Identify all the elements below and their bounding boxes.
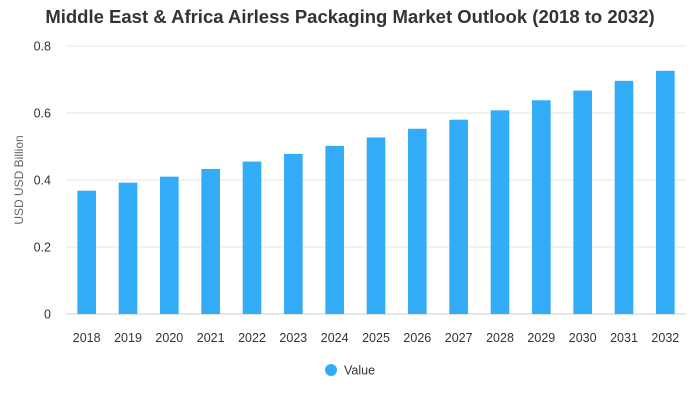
x-tick-label: 2031 [610,331,638,345]
x-tick-label: 2018 [73,331,101,345]
bar-2029[interactable] [532,100,551,315]
y-tick-label: 0.6 [34,107,51,121]
legend-swatch [325,364,337,376]
x-tick-label: 2023 [279,331,307,345]
bar-2028[interactable] [490,110,510,314]
bar-2027[interactable] [449,119,468,314]
x-tick-label: 2030 [569,331,597,345]
bar-2022[interactable] [242,161,262,314]
bar-2020[interactable] [160,176,179,314]
x-tick-label: 2024 [321,331,349,345]
y-tick-labels: 0 0.2 0.4 0.6 0.8 [34,40,51,322]
y-axis-title: USD USD Billion [12,135,26,224]
y-tick-label: 0 [44,308,51,322]
x-tick-label: 2020 [155,331,183,345]
x-tick-label: 2029 [527,331,555,345]
chart-title: Middle East & Africa Airless Packaging M… [45,6,655,27]
x-tick-label: 2021 [197,331,225,345]
bar-2021[interactable] [201,168,220,314]
x-tick-label: 2025 [362,331,390,345]
bar-2026[interactable] [408,128,427,314]
bar-2024[interactable] [325,145,344,314]
y-tick-label: 0.4 [34,174,51,188]
y-tick-label: 0.8 [34,40,51,54]
bar-2025[interactable] [366,137,386,314]
bar-2018[interactable] [77,190,96,314]
x-tick-label: 2032 [651,331,679,345]
legend-label: Value [344,364,375,378]
y-tick-label: 0.2 [34,241,51,255]
bar-2032[interactable] [656,70,675,314]
bar-2019[interactable] [118,182,138,314]
x-tick-label: 2022 [238,331,266,345]
x-tick-label: 2027 [445,331,473,345]
x-tick-label: 2028 [486,331,514,345]
x-tick-label: 2019 [114,331,142,345]
x-tick-labels: 2018 2019 2020 2021 2022 2023 2024 2025 2026 2027… [73,331,680,345]
x-tick-label: 2026 [403,331,431,345]
legend[interactable]: Value [325,364,375,378]
bar-2030[interactable] [573,90,592,315]
bar-2031[interactable] [614,80,634,314]
bars [77,70,675,315]
bar-2023[interactable] [284,153,303,314]
